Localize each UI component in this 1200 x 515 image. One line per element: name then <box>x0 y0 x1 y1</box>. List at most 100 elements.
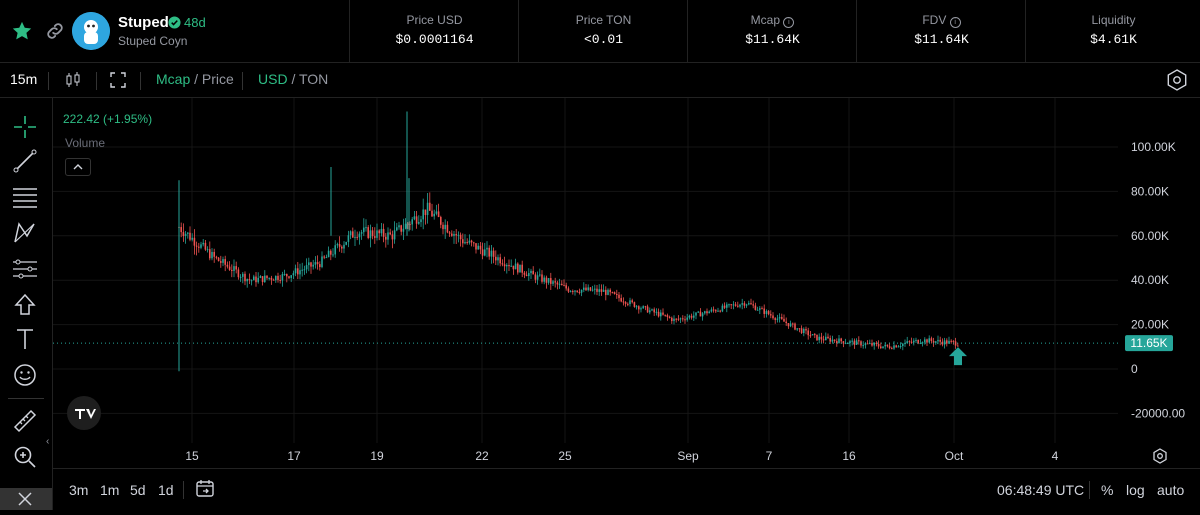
info-icon[interactable]: i <box>783 17 795 28</box>
candle-body <box>277 275 279 280</box>
candle-body <box>761 308 763 310</box>
candles-icon[interactable] <box>64 71 82 89</box>
candle-body <box>255 276 257 283</box>
candle-body <box>270 277 273 280</box>
candle-body <box>866 343 869 345</box>
arrow-up-icon[interactable] <box>12 292 38 318</box>
currency-toggle[interactable]: USD / TON <box>258 71 328 87</box>
candle-body <box>345 241 347 245</box>
candle-body <box>514 263 517 270</box>
candle-body <box>624 302 627 304</box>
x-tick-label: 7 <box>766 449 773 463</box>
candle-body <box>195 245 198 247</box>
range-1d[interactable]: 1d <box>158 482 174 498</box>
candle-body <box>305 265 308 270</box>
price-chart[interactable]: 100.00K 80.00K 60.00K 40.00K 20.00K 0 -20000.0… <box>53 98 1200 468</box>
zoom-icon[interactable] <box>12 444 38 470</box>
candle-body <box>283 274 286 276</box>
candle-body <box>862 345 864 347</box>
candle-body <box>884 344 886 347</box>
range-3m[interactable]: 3m <box>69 482 89 498</box>
close-panel-button[interactable] <box>0 488 52 510</box>
candle-body <box>875 342 878 344</box>
info-icon[interactable]: i <box>949 17 961 28</box>
candle-body <box>358 233 361 238</box>
candle-body <box>281 274 284 281</box>
candle-body <box>840 338 842 342</box>
candle-body <box>451 233 453 236</box>
range-5d[interactable]: 5d <box>130 482 146 498</box>
candle-body <box>631 300 633 303</box>
candle-body <box>433 213 435 217</box>
text-icon[interactable] <box>12 326 38 352</box>
candle-body <box>420 219 422 223</box>
stat-price-ton: Price TON <0.01 <box>518 0 688 62</box>
candle-body <box>836 340 838 344</box>
mode-toggle[interactable]: Mcap / Price <box>156 71 234 87</box>
candle-body <box>198 246 200 248</box>
candle-body <box>616 294 618 296</box>
buy-arrow-icon[interactable] <box>949 347 967 366</box>
chart-area[interactable]: 100.00K 80.00K 60.00K 40.00K 20.00K 0 -20000.0… <box>53 98 1200 468</box>
interval-button[interactable]: 15m <box>10 71 38 87</box>
candle-body <box>899 346 902 348</box>
candle-body <box>583 287 585 290</box>
candle-body <box>396 227 398 231</box>
candle-body <box>809 335 812 337</box>
last-price-tag <box>1125 335 1173 352</box>
candle-body <box>369 230 372 238</box>
trendline-icon[interactable] <box>12 148 38 174</box>
candle-body <box>442 224 444 230</box>
candle-body <box>730 304 732 306</box>
collapse-legend-button[interactable] <box>65 158 91 176</box>
emoji-icon[interactable] <box>12 362 38 388</box>
candle-body <box>888 346 891 349</box>
candle-body <box>310 262 312 267</box>
candle-body <box>679 318 682 320</box>
bottom-bar: 3m 1m 5d 1d 06:48:49 UTC % log auto <box>53 468 1200 511</box>
fib-icon[interactable] <box>12 184 38 210</box>
candle-body <box>638 306 640 310</box>
fullscreen-icon[interactable] <box>110 72 126 88</box>
collapse-icon[interactable]: ‹ <box>46 436 50 447</box>
range-1m[interactable]: 1m <box>100 482 120 498</box>
candle-body <box>668 316 671 318</box>
candle-body <box>772 315 774 319</box>
candle-body <box>286 274 288 277</box>
log-toggle[interactable]: log <box>1126 482 1145 498</box>
auto-toggle[interactable]: auto <box>1157 482 1185 498</box>
percent-toggle[interactable]: % <box>1101 482 1114 498</box>
divider <box>242 72 243 90</box>
candle-body <box>356 236 358 238</box>
utc-clock[interactable]: 06:48:49 UTC <box>997 482 1085 498</box>
link-icon[interactable] <box>44 20 66 42</box>
crosshair-icon[interactable] <box>12 114 38 140</box>
candle-body <box>378 230 380 234</box>
candle-body <box>226 264 229 267</box>
stat-liquidity: Liquidity $4.61K <box>1025 0 1200 62</box>
tradingview-logo[interactable] <box>67 396 101 430</box>
pattern-icon[interactable] <box>12 220 38 246</box>
candle-body <box>906 341 908 343</box>
candle-body <box>435 211 438 214</box>
candle-body <box>921 342 924 344</box>
candle-body <box>919 343 922 345</box>
candle-body <box>752 304 754 306</box>
candle-body <box>297 268 299 275</box>
calendar-icon[interactable] <box>195 478 215 498</box>
settings-icon[interactable] <box>1166 69 1188 91</box>
candle-body <box>948 340 950 344</box>
candle-body <box>750 303 752 305</box>
candle-body <box>413 216 416 220</box>
candle-body <box>880 346 882 349</box>
candle-body <box>618 294 620 299</box>
measure-icon[interactable] <box>12 408 38 434</box>
stat-value: $0.0001164 <box>395 32 474 47</box>
candle-body <box>873 342 875 346</box>
candle-body <box>827 336 829 339</box>
ruler-icon[interactable] <box>12 256 38 282</box>
candle-body <box>627 303 629 305</box>
gear-icon[interactable] <box>1152 448 1168 464</box>
star-icon[interactable] <box>11 20 33 42</box>
candle-body <box>558 283 561 285</box>
